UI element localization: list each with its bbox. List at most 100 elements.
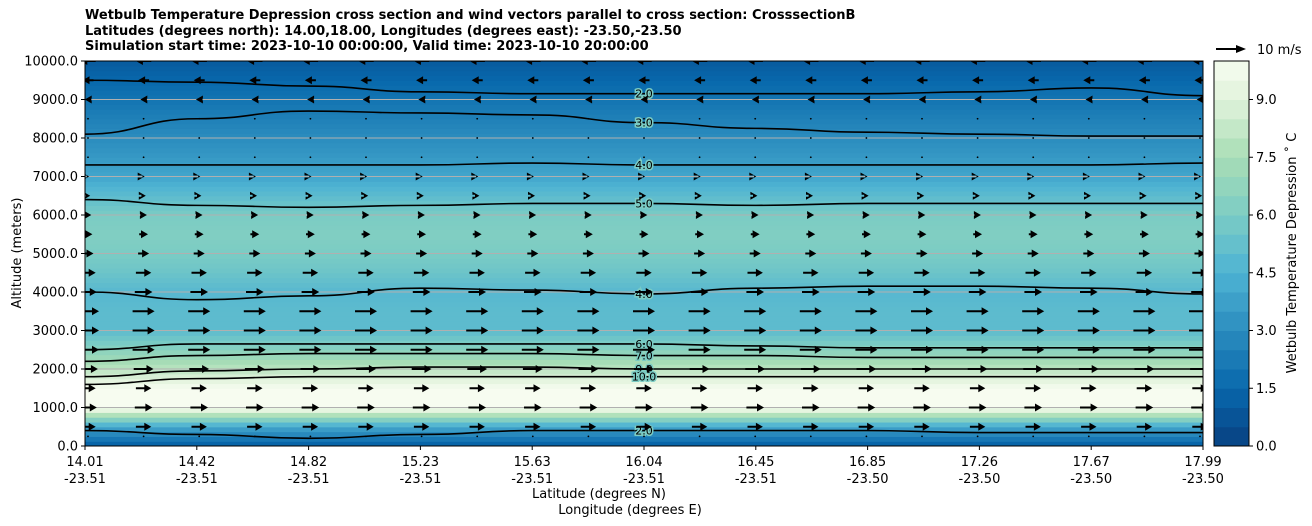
wind-vector bbox=[1083, 249, 1095, 258]
wind-vector bbox=[1143, 137, 1146, 139]
y-axis-ticks: 0.0 1000.0 2000.0 3000.0 4000.0 5000.0 6000.0 7… bbox=[24, 55, 85, 455]
wind-vector bbox=[911, 307, 933, 316]
wind-vector bbox=[525, 384, 541, 393]
wind-vector bbox=[858, 61, 875, 65]
colorbar-frame bbox=[1213, 60, 1250, 447]
wind-vector bbox=[531, 156, 534, 159]
contour-line bbox=[85, 375, 1203, 386]
wind-vector bbox=[85, 307, 99, 316]
depression-band bbox=[85, 436, 1203, 442]
depression-band bbox=[85, 109, 1203, 115]
depression-band bbox=[85, 219, 1203, 226]
colorbar-segment bbox=[1214, 388, 1249, 408]
wind-vector bbox=[643, 156, 645, 159]
depression-band bbox=[85, 99, 1203, 105]
wind-vector bbox=[85, 326, 99, 335]
wind-vector bbox=[1078, 365, 1099, 373]
wind-vector bbox=[135, 384, 152, 393]
wind-vector bbox=[467, 365, 488, 373]
wind-vector bbox=[87, 156, 89, 159]
wind-vector bbox=[754, 117, 757, 120]
wind-vector bbox=[865, 435, 868, 438]
depression-band bbox=[85, 412, 1203, 418]
wind-vector bbox=[807, 95, 815, 104]
wind-vector bbox=[695, 211, 703, 219]
wind-vector bbox=[411, 365, 432, 373]
wind-vector bbox=[1136, 384, 1153, 393]
depression-band bbox=[85, 267, 1203, 274]
wind-vector bbox=[1135, 288, 1154, 296]
wind-vector bbox=[865, 117, 868, 120]
wind-vector bbox=[85, 174, 90, 179]
wind-vector bbox=[85, 384, 96, 393]
colorbar-segment bbox=[1214, 349, 1249, 370]
depression-band bbox=[85, 421, 1203, 428]
wind-vector bbox=[304, 172, 312, 181]
wind-vector bbox=[912, 365, 932, 373]
wind-vector bbox=[1191, 288, 1203, 296]
x-tick-label-lat: 14.82 bbox=[290, 455, 327, 470]
wind-vector bbox=[1138, 172, 1146, 181]
wind-vector bbox=[253, 117, 256, 120]
wind-vector bbox=[417, 211, 425, 219]
wind-vector bbox=[300, 365, 321, 373]
wind-vector bbox=[698, 156, 701, 159]
contour-line bbox=[85, 79, 1203, 97]
wind-vector bbox=[466, 307, 489, 316]
x-tick-label-lat: 15.23 bbox=[402, 455, 439, 470]
wind-vector bbox=[579, 403, 598, 412]
wind-vector bbox=[358, 422, 374, 431]
y-tick-label: 0.0 bbox=[57, 440, 78, 455]
wind-vector bbox=[921, 435, 923, 438]
wind-vector bbox=[362, 95, 370, 104]
wind-vector bbox=[636, 61, 652, 65]
wind-vector bbox=[691, 384, 708, 393]
depression-band bbox=[85, 417, 1203, 423]
wind-vector bbox=[1194, 76, 1203, 85]
wind-vector bbox=[640, 211, 648, 219]
wind-vector bbox=[1138, 76, 1150, 85]
wind-vector bbox=[309, 117, 312, 120]
wind-vector bbox=[476, 156, 479, 159]
x-tick-label-lon: -23.50 bbox=[847, 472, 889, 487]
depression-band bbox=[85, 94, 1203, 101]
wind-vector bbox=[636, 268, 652, 277]
wind-vector bbox=[1022, 307, 1045, 316]
wind-vector bbox=[1196, 211, 1203, 219]
wind-vector bbox=[249, 76, 261, 85]
wind-vector bbox=[1085, 211, 1093, 219]
wind-vector bbox=[913, 403, 931, 412]
wind-vector bbox=[301, 403, 320, 412]
wind-vector bbox=[1085, 95, 1093, 104]
wind-vector bbox=[142, 117, 145, 120]
wind-vector bbox=[585, 95, 593, 104]
depression-band bbox=[85, 369, 1203, 375]
wind-vector bbox=[194, 191, 202, 200]
depression-band bbox=[85, 325, 1203, 332]
colorbar-segment bbox=[1214, 407, 1249, 428]
wind-vector bbox=[413, 268, 430, 277]
colorbar: 0.0 1.5 3.0 4.5 6.0 7.5 9.0 bbox=[1213, 60, 1277, 455]
wind-vector bbox=[911, 345, 933, 354]
wind-vector bbox=[799, 307, 822, 316]
wind-vector bbox=[193, 249, 205, 258]
wind-vector bbox=[420, 117, 423, 120]
wind-vector bbox=[1077, 345, 1100, 354]
wind-vector bbox=[1141, 95, 1149, 104]
wind-vector bbox=[809, 435, 812, 438]
y-tick-label: 3000.0 bbox=[33, 324, 79, 339]
wind-vector bbox=[1135, 403, 1154, 412]
wind-vector bbox=[803, 422, 819, 431]
wind-vector bbox=[304, 249, 316, 258]
wind-vector bbox=[809, 137, 812, 139]
wind-vector bbox=[584, 230, 593, 239]
depression-band bbox=[85, 306, 1203, 312]
depression-band bbox=[85, 359, 1203, 365]
depression-band bbox=[85, 340, 1203, 346]
wind-vector bbox=[416, 76, 428, 85]
wind-vector bbox=[1189, 329, 1203, 332]
x-axis-label-latitude: Latitude (degrees N) bbox=[532, 487, 666, 502]
wind-vector bbox=[754, 137, 757, 139]
wind-vector bbox=[142, 156, 145, 159]
wind-vector bbox=[531, 435, 534, 438]
